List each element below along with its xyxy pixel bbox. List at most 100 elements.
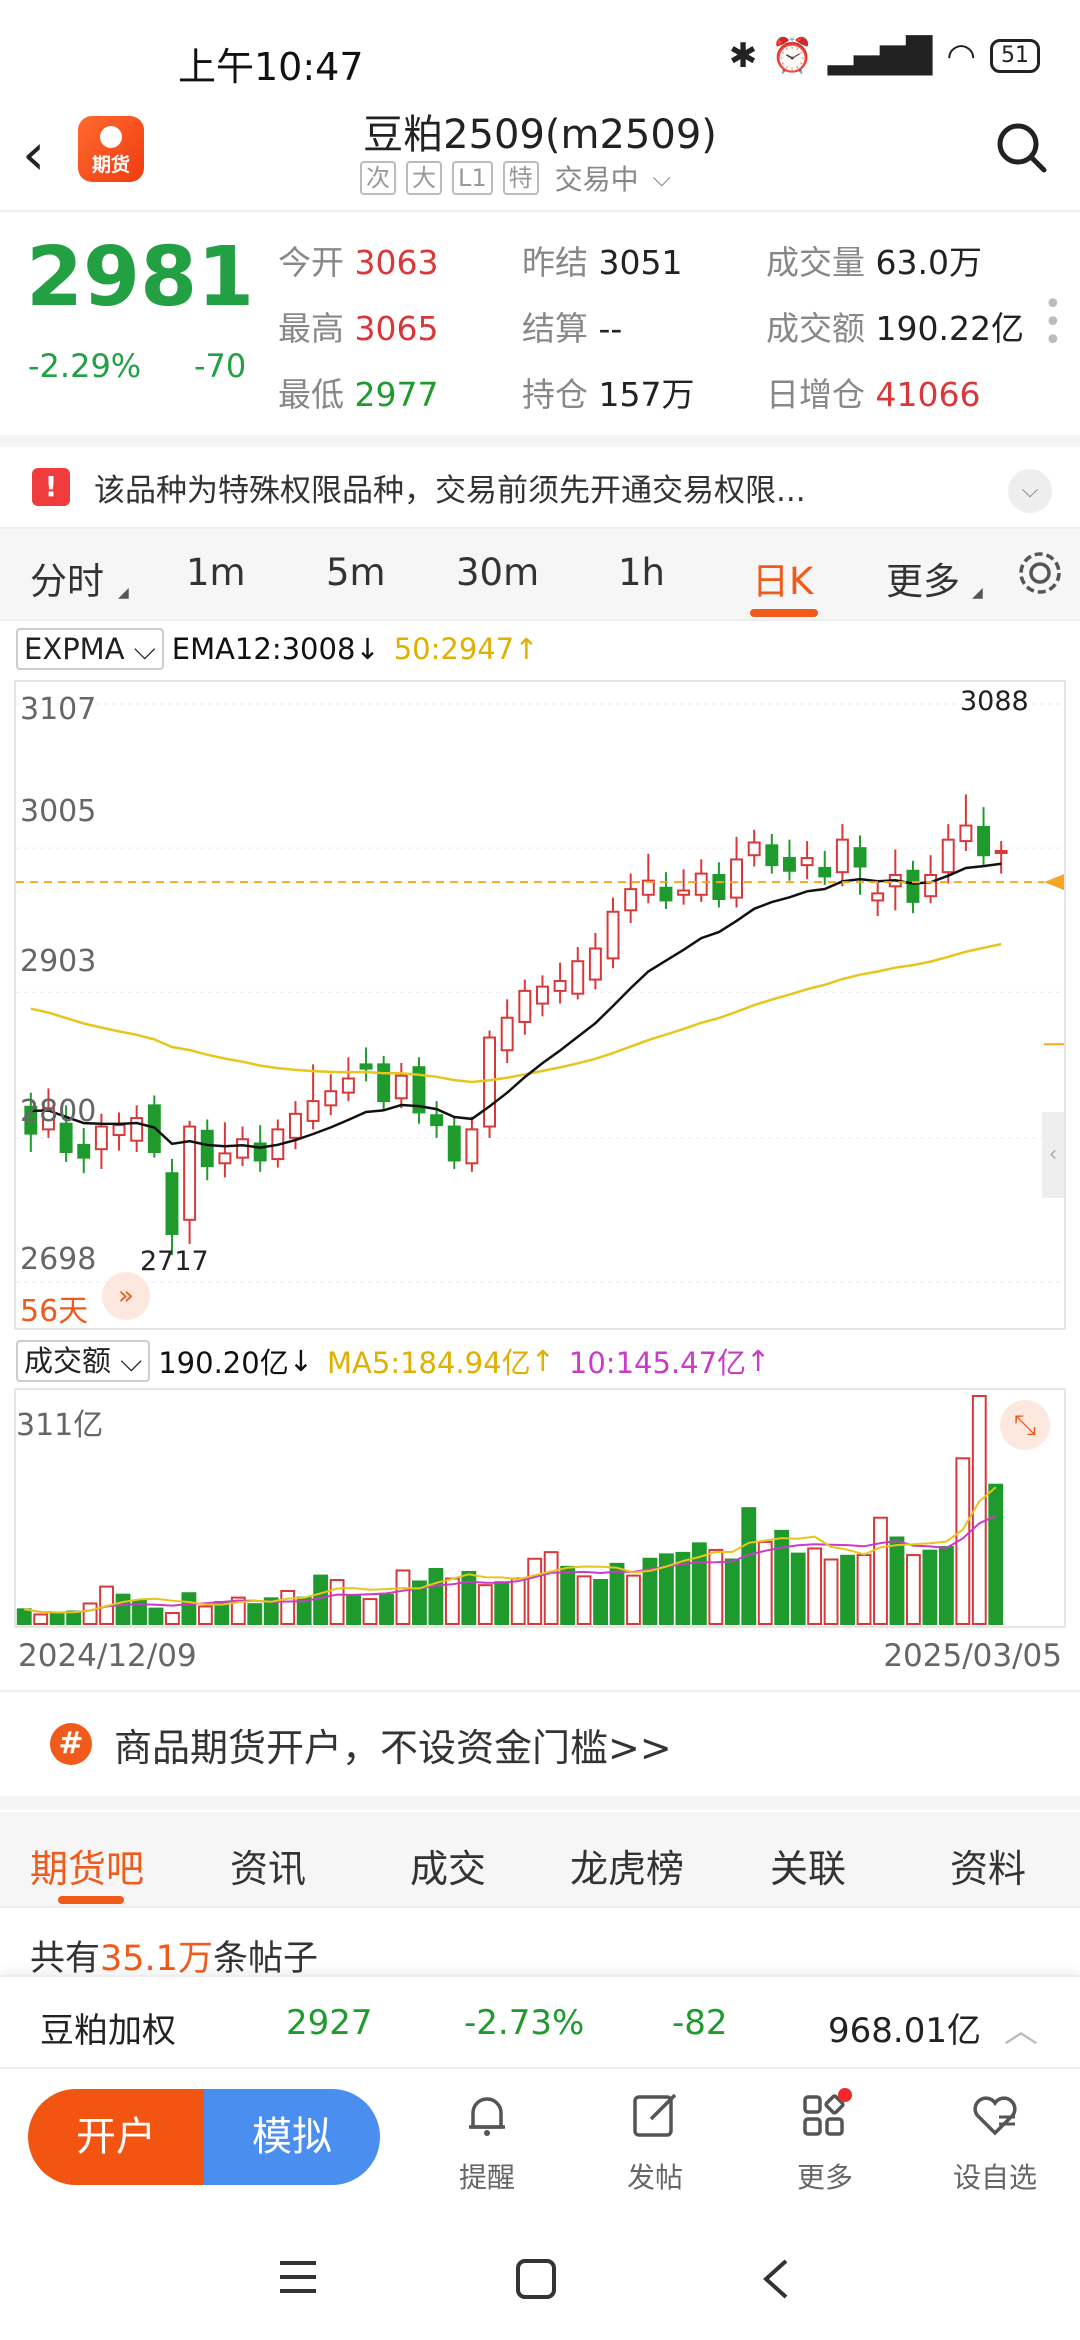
more-dots-icon[interactable]: • • • (1044, 287, 1062, 358)
bottom-action-bar: 开户 模拟 提醒 发帖 更多 设自选 (0, 2067, 1080, 2207)
high-marker: 3088 (960, 686, 1029, 717)
tab-daily-k[interactable]: 日K (752, 560, 814, 603)
volume-bar (543, 1551, 559, 1625)
candle-body (853, 847, 867, 868)
arrow-up-icon: ↑ (746, 1344, 771, 1378)
kline-chart[interactable]: 3107 3005 2903 2800 2698 3088 2717 56天 »… (14, 680, 1066, 1330)
tab-1h[interactable]: 1h (618, 551, 665, 594)
volume-bar (428, 1568, 444, 1626)
candle-body (941, 838, 955, 874)
active-tab-indicator (58, 1896, 124, 1904)
content-tabs: 期货吧 资讯 成交 龙虎榜 关联 资料 (0, 1812, 1080, 1908)
gear-icon[interactable] (1014, 547, 1066, 599)
tab-1m[interactable]: 1m (186, 551, 246, 594)
weighted-index-row[interactable]: 豆粕加权 2927 -2.73% -82 968.01亿 ︿ (0, 1975, 1080, 2067)
tab-related[interactable]: 关联 (770, 1847, 847, 1891)
nav-post[interactable]: 发帖 (600, 2087, 710, 2196)
alarm-icon: ⏰ (771, 36, 814, 76)
simulation-button[interactable]: 模拟 (204, 2089, 380, 2185)
expand-notice-icon[interactable]: ⌵ (1008, 469, 1052, 513)
volume-bar (263, 1597, 279, 1625)
volume-bar (790, 1552, 806, 1625)
candle-body (535, 985, 549, 1005)
volume-bar (840, 1554, 855, 1625)
nav-more[interactable]: 更多 (770, 2087, 880, 2196)
quote-open-interest: 持仓 157万 (522, 375, 695, 414)
candle-body (518, 989, 532, 1023)
chevron-down-icon[interactable]: ⌵ (652, 164, 671, 192)
y-label-2800: 2800 (20, 1094, 97, 1129)
volume-bar (66, 1610, 82, 1625)
volume-value: 190.20亿 (158, 1346, 289, 1380)
weighted-name: 豆粕加权 (40, 2011, 176, 2051)
home-icon[interactable] (514, 2257, 558, 2301)
permission-notice[interactable]: ! 该品种为特殊权限品种，交易前须先开通交易权限... ⌵ (0, 435, 1080, 527)
candle-body (994, 849, 1008, 854)
back-arrow-icon[interactable]: ‹ (22, 120, 46, 188)
y-label-3107: 3107 (20, 692, 97, 727)
tab-timeshare[interactable]: 分时 (30, 560, 104, 603)
candle-body (236, 1138, 250, 1159)
app-logo: 期货 (78, 116, 144, 182)
back-icon[interactable] (758, 2257, 794, 2301)
volume-bar (346, 1595, 361, 1625)
nav-post-label: 发帖 (626, 2161, 683, 2194)
battery-icon: 51 (990, 39, 1040, 73)
menu-icon[interactable] (276, 2257, 320, 2297)
candle-body (871, 892, 885, 902)
arrow-down-icon: ↓ (288, 1344, 314, 1378)
volume-chart[interactable]: 311亿 ⤡ (14, 1388, 1066, 1628)
ema50-line (30, 942, 1002, 1084)
trading-status[interactable]: 交易中 (554, 163, 639, 196)
last-price: 2981 (26, 230, 255, 325)
change-percent: -2.29% (28, 347, 142, 385)
y-label-2698: 2698 (20, 1242, 97, 1277)
ma5-line (24, 1486, 997, 1614)
volume-bar (280, 1590, 296, 1625)
nav-remind-label: 提醒 (458, 2161, 515, 2194)
tab-forum[interactable]: 期货吧 (30, 1847, 145, 1891)
ma5-value: MA5:184.94亿 (327, 1346, 531, 1380)
volume-bar (115, 1593, 131, 1626)
volume-svg (16, 1395, 1004, 1626)
tab-dragon-tiger[interactable]: 龙虎榜 (570, 1847, 685, 1891)
nav-watchlist[interactable]: 设自选 (940, 2087, 1050, 2196)
tag-l1: L1 (452, 161, 493, 195)
volume-bar (774, 1529, 790, 1625)
quote-high: 最高 3065 (278, 309, 439, 348)
account-promo[interactable]: # 商品期货开户，不设资金门槛>> (0, 1690, 1080, 1810)
candle-body (677, 889, 691, 896)
status-time: 上午10:47 (178, 45, 364, 89)
volume-bar (708, 1548, 724, 1625)
tab-5m[interactable]: 5m (326, 551, 386, 594)
corner-triangle-icon: ◢ (118, 585, 129, 601)
search-icon[interactable] (994, 120, 1050, 176)
candle-body (659, 886, 673, 902)
volume-bar (560, 1565, 576, 1626)
nav-watchlist-label: 设自选 (952, 2161, 1037, 2194)
tab-profile[interactable]: 资料 (950, 1847, 1027, 1891)
tab-news[interactable]: 资讯 (230, 1847, 307, 1891)
fullscreen-icon[interactable]: ⤡ (1000, 1400, 1050, 1450)
candle-body (571, 960, 585, 995)
volume-bar (510, 1577, 526, 1626)
volume-indicator-select[interactable]: 成交额 ⌵ (16, 1340, 151, 1382)
candle-body (77, 1143, 91, 1159)
candle-body (412, 1066, 426, 1114)
tab-trades[interactable]: 成交 (410, 1847, 487, 1891)
volume-bar (741, 1507, 757, 1625)
candle-body (924, 873, 938, 898)
nav-remind[interactable]: 提醒 (432, 2087, 542, 2196)
heart-list-icon (973, 2096, 1017, 2136)
open-account-button[interactable]: 开户 (28, 2089, 204, 2185)
collapse-handle-icon[interactable]: ‹ (1042, 1112, 1064, 1198)
tab-more[interactable]: 更多 (886, 560, 960, 603)
chevron-up-icon[interactable]: ︿ (1004, 2011, 1038, 2051)
candle-body (906, 869, 920, 903)
indicator-select[interactable]: EXPMA ⌵ (16, 628, 164, 670)
candle-body (959, 824, 973, 843)
volume-bar (675, 1551, 691, 1626)
candle-body (765, 844, 779, 867)
fast-forward-icon[interactable]: » (102, 1272, 150, 1320)
tab-30m[interactable]: 30m (456, 551, 540, 594)
